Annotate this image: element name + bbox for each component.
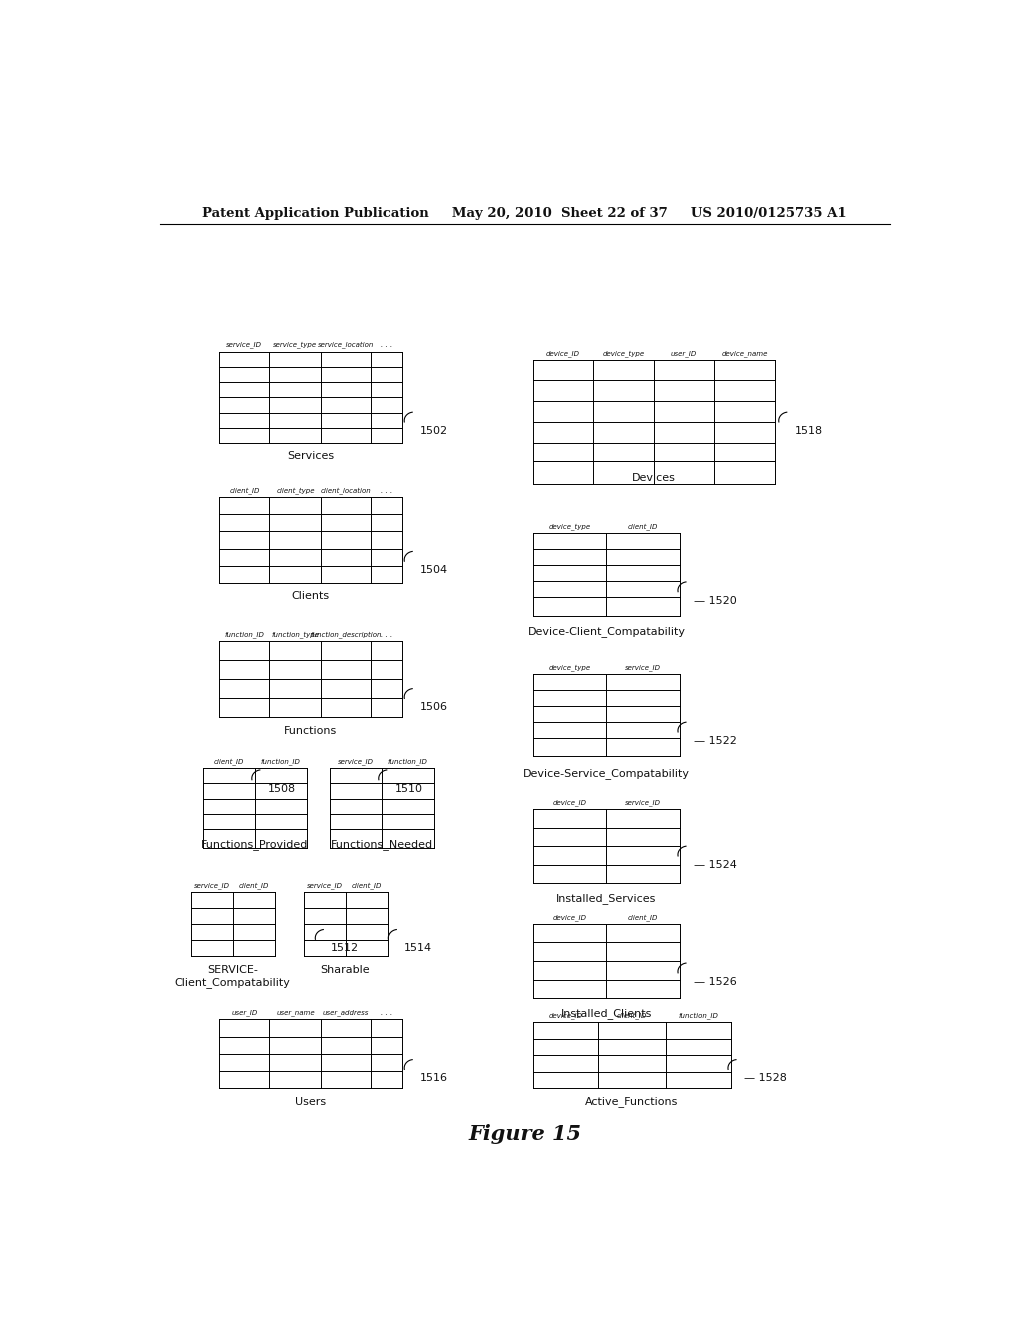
- Text: Services: Services: [287, 451, 334, 461]
- Text: client_ID: client_ID: [616, 1012, 647, 1019]
- Text: SERVICE-
Client_Compatability: SERVICE- Client_Compatability: [175, 965, 291, 987]
- Text: device_ID: device_ID: [552, 913, 587, 921]
- Text: service_location: service_location: [317, 342, 375, 348]
- Text: service_ID: service_ID: [625, 664, 660, 671]
- Text: 1512: 1512: [331, 944, 359, 953]
- Text: 1504: 1504: [420, 565, 449, 576]
- Text: . . .: . . .: [381, 632, 392, 638]
- Text: service_ID: service_ID: [625, 799, 660, 805]
- Text: Sharable: Sharable: [321, 965, 371, 975]
- Text: Clients: Clients: [292, 591, 330, 602]
- Text: function_ID: function_ID: [679, 1012, 719, 1019]
- Text: client_type: client_type: [276, 487, 314, 494]
- Text: 1502: 1502: [420, 426, 449, 436]
- Text: Device-Service_Compatability: Device-Service_Compatability: [523, 768, 690, 779]
- Text: function_description: function_description: [310, 631, 382, 638]
- Text: device_ID: device_ID: [546, 350, 580, 356]
- Text: — 1526: — 1526: [694, 977, 736, 986]
- Text: user_ID: user_ID: [671, 350, 697, 356]
- Text: . . .: . . .: [381, 1010, 392, 1016]
- Text: client_location: client_location: [321, 487, 372, 494]
- Text: Functions_Provided: Functions_Provided: [202, 840, 308, 850]
- Text: Active_Functions: Active_Functions: [586, 1097, 679, 1107]
- Text: . . .: . . .: [381, 488, 392, 494]
- Text: Users: Users: [295, 1097, 326, 1106]
- Text: function_type: function_type: [271, 631, 319, 638]
- Text: user_address: user_address: [323, 1010, 370, 1016]
- Text: — 1524: — 1524: [694, 859, 736, 870]
- Text: service_ID: service_ID: [338, 759, 374, 766]
- Text: Functions: Functions: [284, 726, 337, 735]
- Text: Patent Application Publication     May 20, 2010  Sheet 22 of 37     US 2010/0125: Patent Application Publication May 20, 2…: [203, 207, 847, 220]
- Text: client_ID: client_ID: [229, 487, 259, 494]
- Text: service_ID: service_ID: [195, 883, 230, 890]
- Text: function_ID: function_ID: [261, 758, 301, 766]
- Text: Devices: Devices: [632, 474, 676, 483]
- Text: client_ID: client_ID: [628, 524, 658, 531]
- Text: — 1520: — 1520: [694, 595, 736, 606]
- Text: Functions_Needed: Functions_Needed: [331, 840, 433, 850]
- Text: service_type: service_type: [273, 342, 317, 348]
- Text: Figure 15: Figure 15: [468, 1125, 582, 1144]
- Text: — 1528: — 1528: [743, 1073, 786, 1084]
- Text: user_name: user_name: [276, 1010, 314, 1016]
- Text: device_type: device_type: [602, 350, 644, 356]
- Text: device_ID: device_ID: [549, 1012, 583, 1019]
- Text: client_ID: client_ID: [214, 758, 245, 766]
- Text: Installed_Services: Installed_Services: [556, 894, 656, 904]
- Text: function_ID: function_ID: [388, 758, 428, 766]
- Text: device_type: device_type: [549, 524, 591, 531]
- Text: service_ID: service_ID: [307, 883, 343, 890]
- Text: user_ID: user_ID: [231, 1010, 257, 1016]
- Text: . . .: . . .: [381, 342, 392, 348]
- Text: client_ID: client_ID: [628, 913, 658, 921]
- Text: 1510: 1510: [394, 784, 423, 793]
- Text: 1516: 1516: [420, 1073, 449, 1084]
- Text: service_ID: service_ID: [226, 342, 262, 348]
- Text: Device-Client_Compatability: Device-Client_Compatability: [527, 626, 685, 636]
- Text: client_ID: client_ID: [351, 882, 382, 890]
- Text: function_ID: function_ID: [224, 631, 264, 638]
- Text: device_name: device_name: [721, 350, 768, 356]
- Text: 1514: 1514: [404, 944, 432, 953]
- Text: — 1522: — 1522: [694, 735, 736, 746]
- Text: device_ID: device_ID: [552, 799, 587, 805]
- Text: device_type: device_type: [549, 664, 591, 671]
- Text: 1508: 1508: [267, 784, 296, 793]
- Text: client_ID: client_ID: [239, 882, 269, 890]
- Text: 1518: 1518: [795, 426, 822, 436]
- Text: 1506: 1506: [420, 702, 449, 713]
- Text: Installed_Clients: Installed_Clients: [561, 1008, 652, 1019]
